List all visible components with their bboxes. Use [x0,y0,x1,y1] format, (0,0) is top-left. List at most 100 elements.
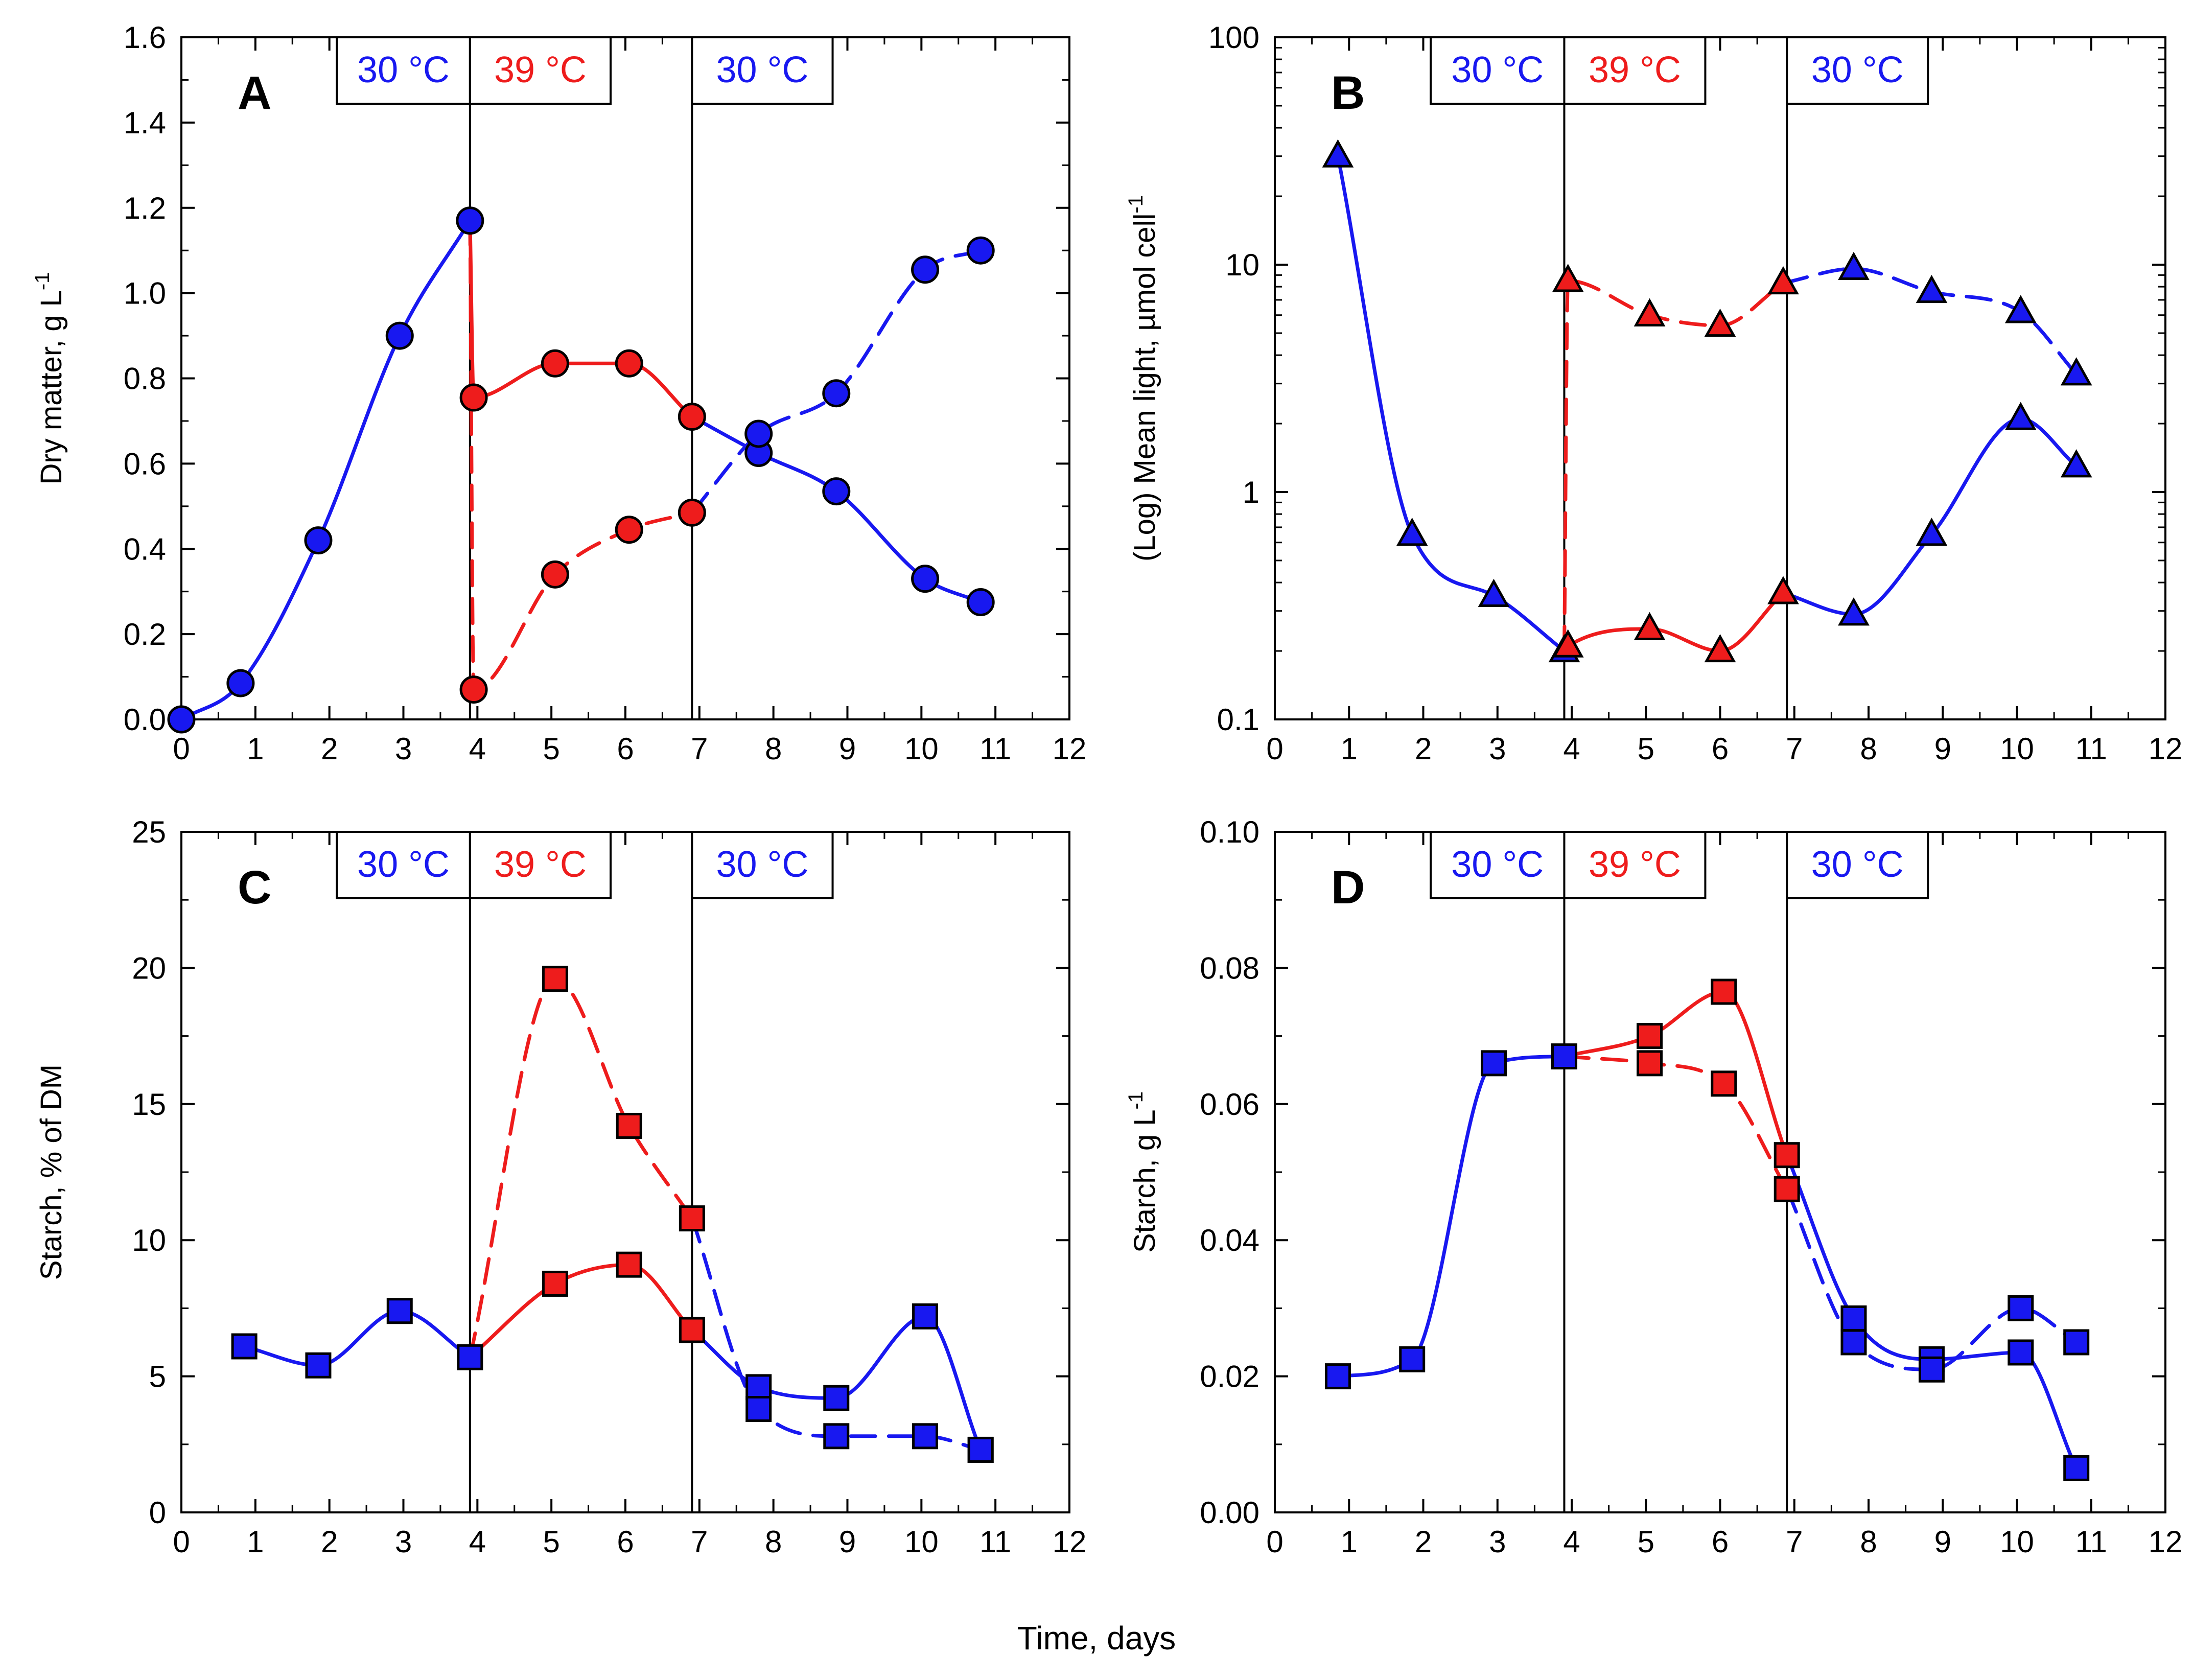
y-tick-label: 10 [1225,248,1259,282]
y-tick-label: 0.4 [124,532,166,566]
data-point-square [1551,1043,1577,1070]
temperature-box [1563,36,1707,105]
data-point-square [745,1374,772,1401]
data-point-square [1711,1070,1737,1097]
y-axis-label: Dry matter, g L-1 [31,272,68,485]
temperature-box [469,831,612,899]
y-axis-label-text: Dry matter, g L [35,290,68,484]
temperature-label: 30 °C [1451,844,1544,885]
x-tick-label: 2 [1415,1525,1432,1559]
x-tick-label: 5 [543,1525,559,1559]
x-tick-label: 0 [1266,732,1283,766]
series-line-red-solid [468,1263,694,1359]
data-point-triangle [1552,264,1584,292]
data-point-triangle [2060,357,2092,386]
data-point-square [305,1352,332,1379]
data-point-triangle [1552,629,1584,658]
x-tick-label: 8 [765,1525,782,1559]
data-point-triangle [1767,576,1799,604]
data-point-circle [615,516,643,544]
temperature-box [1430,36,1566,105]
y-tick-label: 1 [1243,475,1259,509]
data-point-circle [304,526,333,555]
x-tick-label: 8 [765,732,782,766]
data-point-circle [456,206,484,235]
x-tick-label: 1 [247,732,264,766]
x-tick-label: 2 [1415,732,1432,766]
temperature-label: 30 °C [357,50,450,90]
data-point-square [679,1205,705,1232]
x-tick-label: 1 [1341,1525,1358,1559]
x-tick-label: 0 [1266,1525,1283,1559]
data-point-square [1711,978,1737,1005]
x-tick-label: 9 [1934,1525,1951,1559]
data-point-triangle [2060,449,2092,478]
data-point-circle [385,321,414,350]
panel-d: 0 1 2 3 4 5 6 7 8 9 10 11 120.000.020.040.060.080.10… [1125,815,2182,1559]
data-point-square [542,966,568,992]
y-tick-label: 0.10 [1200,815,1259,849]
x-tick-label: 1 [247,1525,264,1559]
x-tick-label: 3 [1489,1525,1506,1559]
y-tick-label: 0.6 [124,447,166,481]
x-tick-label: 8 [1860,732,1877,766]
x-tick-label: 12 [1053,1525,1087,1559]
data-point-square [912,1303,939,1329]
data-point-circle [541,349,569,378]
data-point-circle [678,403,706,431]
data-point-circle [678,498,706,527]
data-point-circle [822,379,851,408]
data-point-square [2008,1339,2034,1366]
x-tick-label: 6 [617,1525,634,1559]
x-tick-label: 11 [2075,1525,2107,1559]
x-tick-label: 9 [839,732,856,766]
x-tick-label: 4 [469,1525,486,1559]
x-tick-label: 5 [1638,732,1654,766]
data-point-triangle [1704,634,1736,663]
data-point-circle [911,565,940,593]
y-tick-label: 0.08 [1200,951,1259,985]
data-point-triangle [1838,251,1870,280]
temperature-box [336,831,471,899]
data-point-triangle [1322,139,1354,168]
x-tick-label: 12 [2149,1525,2183,1559]
data-point-triangle [1838,597,1870,626]
temperature-label: 39 °C [1589,844,1681,885]
y-axis-label-text: Starch, % of DM [35,1064,68,1280]
data-point-square [542,1270,568,1297]
series-line-red-dashed [1562,1055,1789,1191]
data-point-triangle [1634,298,1666,326]
y-tick-label: 0.8 [124,362,166,396]
x-tick-label: 1 [1341,732,1358,766]
temperature-box [691,36,834,105]
x-tick-label: 9 [1934,732,1951,766]
data-point-square [679,1317,705,1343]
x-tick-label: 10 [2000,1525,2034,1559]
x-tick-label: 10 [904,732,939,766]
y-tick-label: 0.1 [1217,703,1259,737]
temperature-box [469,36,612,105]
data-point-square [912,1423,939,1450]
data-point-square [2063,1455,2090,1481]
temperature-label: 39 °C [494,844,587,885]
temperature-box [1563,831,1707,899]
data-point-square [1480,1050,1507,1077]
x-tick-label: 3 [395,732,412,766]
data-point-circle [226,669,255,697]
x-tick-label: 4 [469,732,486,766]
figure-x-axis-label: Time, days [1017,1620,1176,1656]
y-tick-label: 20 [132,951,166,985]
data-point-square [1637,1023,1663,1049]
temperature-label: 30 °C [1811,844,1904,885]
x-tick-label: 7 [1786,1525,1803,1559]
data-point-square [1840,1329,1867,1356]
data-point-square [1637,1050,1663,1077]
data-point-triangle [1916,274,1948,304]
data-point-circle [615,349,643,378]
x-tick-label: 7 [691,732,708,766]
y-tick-label: 1.0 [124,276,166,311]
panel-label: D [1331,861,1365,914]
x-tick-label: 4 [1563,732,1580,766]
